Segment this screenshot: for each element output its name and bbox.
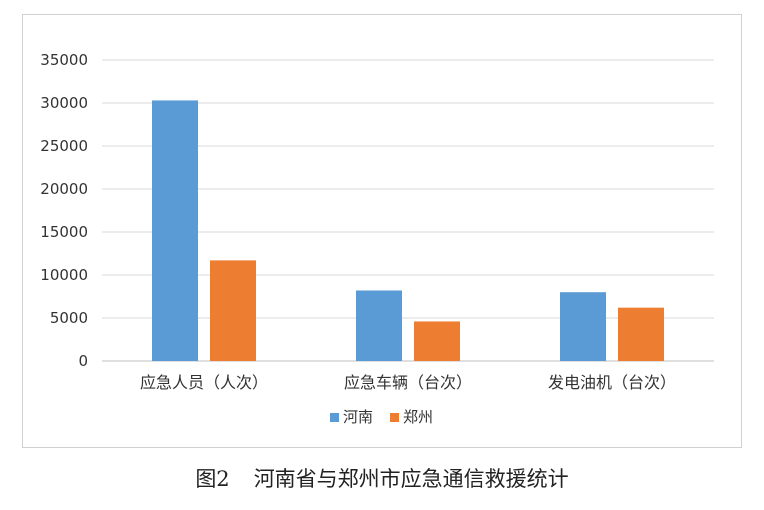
bar-henan-2: [560, 292, 606, 361]
y-tick-label: 15000: [40, 223, 88, 241]
y-tick-label: 10000: [40, 266, 88, 284]
y-tick-label: 30000: [40, 94, 88, 112]
y-tick-label: 0: [78, 352, 88, 370]
bar-zhengzhou-0: [210, 260, 256, 361]
figure-number: 图2: [195, 467, 230, 491]
chart-frame: [22, 14, 742, 448]
bar-henan-0: [152, 100, 198, 362]
legend-swatch: [330, 413, 339, 422]
bar-chart: 0 5000 10000 15000 20000 25000 30000 35000 应急人员…: [40, 51, 714, 426]
y-axis-tick-labels: 0 5000 10000 15000 20000 25000 30000 35000: [40, 51, 88, 370]
figure-title: 河南省与郑州市应急通信救援统计: [253, 467, 569, 491]
y-tick-label: 35000: [40, 51, 88, 69]
x-tick-label: 发电油机（台次）: [548, 373, 676, 392]
legend-label: 郑州: [403, 408, 433, 426]
x-tick-label: 应急车辆（台次）: [344, 373, 472, 392]
y-tick-label: 20000: [40, 180, 88, 198]
y-tick-label: 5000: [50, 309, 88, 327]
x-axis-tick-labels: 应急人员（人次） 应急车辆（台次） 发电油机（台次）: [140, 373, 676, 392]
x-tick-label: 应急人员（人次）: [140, 373, 268, 392]
bars: [152, 100, 664, 362]
bar-henan-1: [356, 290, 402, 361]
grid-lines: [102, 59, 714, 362]
bar-zhengzhou-2: [618, 307, 664, 361]
legend-label: 河南: [343, 408, 373, 426]
legend-swatch: [390, 413, 399, 422]
bar-zhengzhou-1: [414, 321, 460, 361]
figure-caption: 图2 河南省与郑州市应急通信救援统计: [0, 463, 764, 493]
y-tick-label: 25000: [40, 137, 88, 155]
legend: 河南 郑州: [330, 408, 433, 426]
